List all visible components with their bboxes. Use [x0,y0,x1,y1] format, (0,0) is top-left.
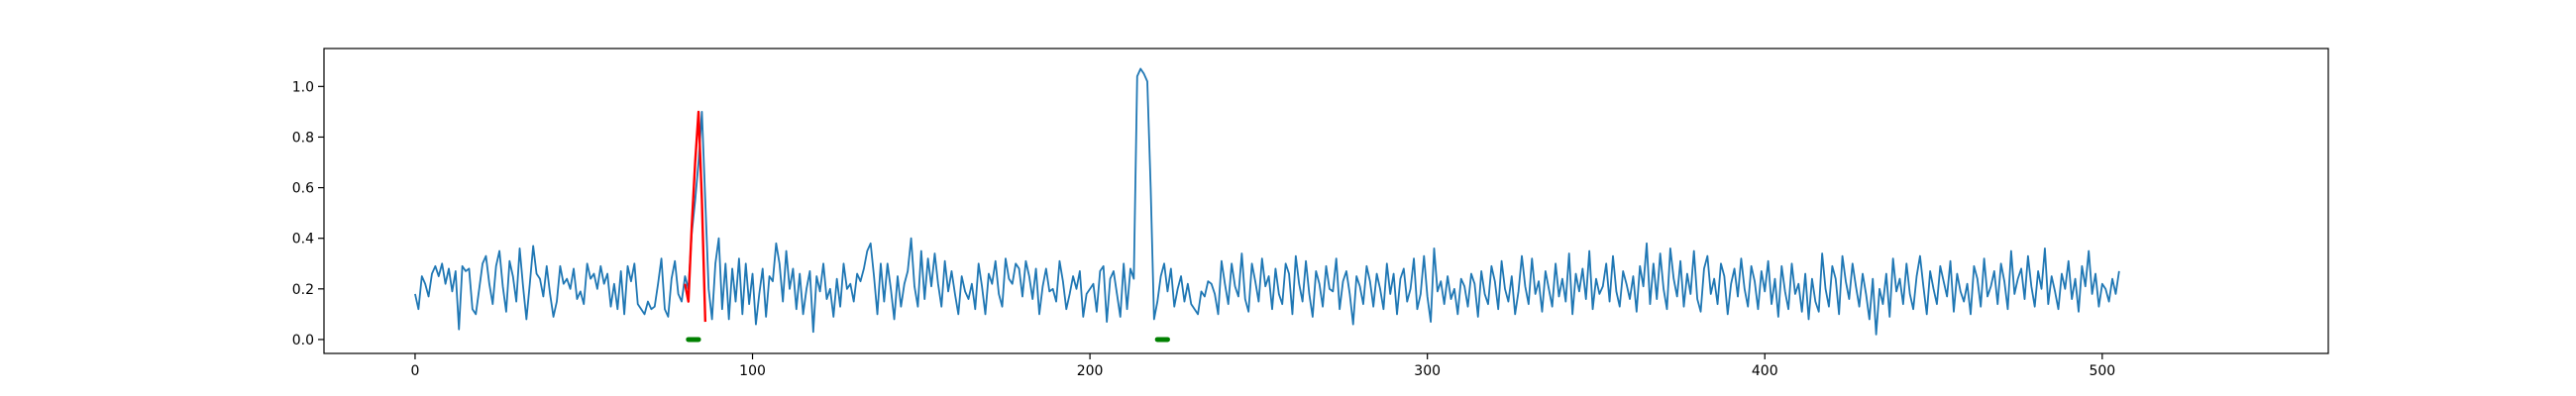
x-tick-label: 400 [1752,363,1778,379]
y-tick-label: 0.8 [292,130,314,146]
x-tick-label: 300 [1414,363,1441,379]
x-tick-label: 500 [2089,363,2115,379]
y-tick-label: 0.0 [292,333,314,348]
series-layer [414,67,2120,336]
x-tick-label: 0 [410,363,419,379]
x-axis: 0 100 200 300 400 500 [410,353,2115,379]
x-tick-label: 100 [739,363,766,379]
y-tick-label: 1.0 [292,79,314,95]
axes-frame [323,48,2329,354]
y-tick-label: 0.4 [292,232,314,248]
y-tick-label: 0.2 [292,282,314,298]
x-tick-label: 200 [1077,363,1104,379]
y-tick-label: 0.6 [292,181,314,197]
highlight-segment-line [684,110,707,323]
y-axis: 0.0 0.2 0.4 0.6 0.8 1.0 [292,79,324,348]
plot-area [323,48,2329,354]
